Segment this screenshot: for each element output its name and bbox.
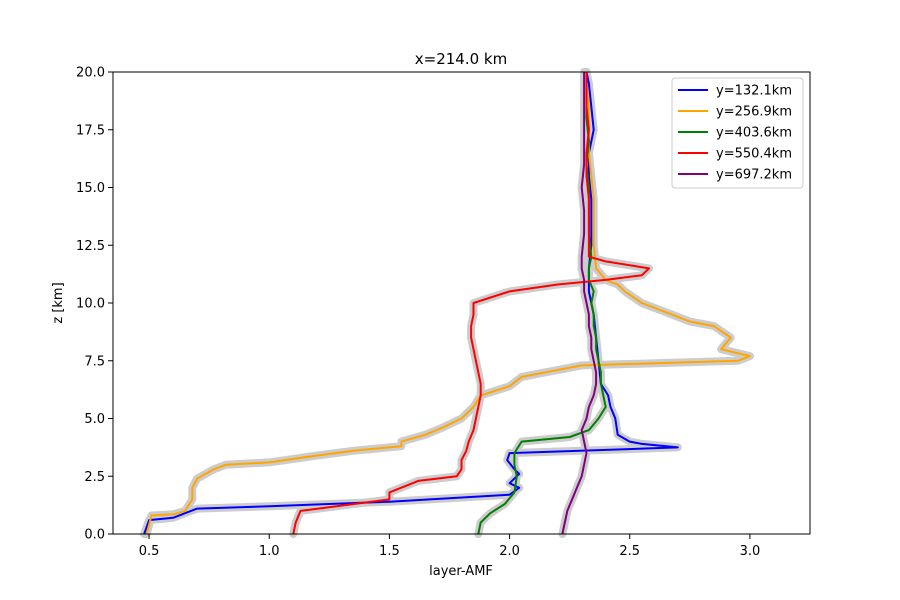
y-tick-label: 20.0 — [76, 66, 105, 81]
legend-box — [671, 77, 804, 189]
x-tick-label: 2.0 — [499, 544, 520, 559]
x-tick-label: 3.0 — [740, 544, 761, 559]
y-tick-label: 7.5 — [84, 354, 105, 369]
chart-title: x=214.0 km — [415, 50, 507, 68]
legend-label: y=550.4km — [716, 147, 792, 162]
x-tick-label: 1.0 — [259, 544, 280, 559]
series-line-3 — [292, 72, 650, 535]
x-axis-ticks: 0.5 1.0 1.5 2.0 2.5 3.0 — [139, 534, 761, 559]
series-line-4 — [561, 72, 598, 535]
x-tick-label: 0.5 — [139, 544, 160, 559]
y-tick-label: 0.0 — [84, 528, 105, 543]
x-axis-title: layer-AMF — [429, 564, 493, 579]
y-tick-label: 5.0 — [84, 412, 105, 427]
legend-label: y=697.2km — [716, 168, 792, 183]
series-line-0 — [143, 71, 679, 535]
legend: y=132.1km y=256.9km y=403.6km y=550.4km y=69… — [671, 77, 804, 189]
y-tick-label: 12.5 — [76, 239, 105, 254]
y-tick-label: 2.5 — [84, 470, 105, 485]
x-tick-label: 2.5 — [619, 544, 640, 559]
y-axis-ticks: 0.0 2.5 5.0 7.5 10.0 12.5 15.0 17.5 20.0 — [76, 66, 113, 543]
legend-label: y=256.9km — [716, 105, 792, 120]
legend-label: y=403.6km — [716, 126, 792, 141]
uncertainty-band-3 — [289, 68, 653, 538]
series-line-1 — [145, 72, 751, 535]
y-tick-label: 17.5 — [76, 123, 105, 138]
y-tick-label: 15.0 — [76, 181, 105, 196]
series-lines — [143, 71, 751, 535]
x-tick-label: 1.5 — [379, 544, 400, 559]
legend-label: y=132.1km — [716, 84, 792, 99]
y-axis-title: z [km] — [51, 282, 66, 323]
y-tick-label: 10.0 — [76, 297, 105, 312]
